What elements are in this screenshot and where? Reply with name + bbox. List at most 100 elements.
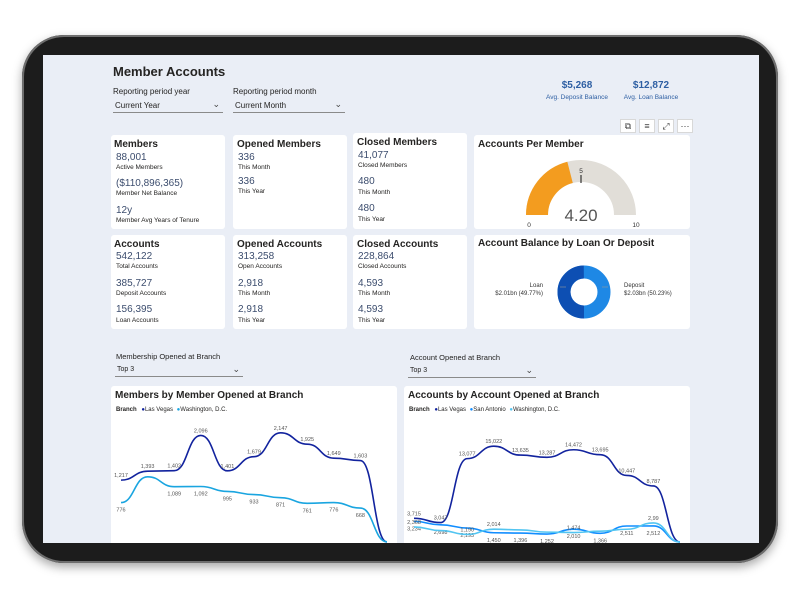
data-label: 13,287 bbox=[539, 450, 556, 456]
data-label: 8,787 bbox=[647, 479, 661, 485]
closed-accounts-value: 228,864 bbox=[358, 251, 395, 262]
data-label: 1,649 bbox=[327, 451, 341, 457]
opened-members-year-label: This Year bbox=[238, 188, 266, 195]
accounts-line-chart: 3,715 3,047 13,077 15,022 13,635 13,287 14,472… bbox=[407, 439, 681, 543]
legend-item: Washington, D.C. bbox=[180, 407, 228, 413]
legend-dot-icon: ● bbox=[434, 407, 438, 413]
data-label: 14,472 bbox=[565, 443, 582, 449]
closed-members-card: Closed Members 41,077 Closed Members 480… bbox=[353, 133, 467, 229]
filter-month-dropdown[interactable]: Current Month ⌄ bbox=[233, 99, 345, 113]
account-branch-slicer-label: Account Opened at Branch bbox=[410, 353, 501, 362]
report-canvas: Member Accounts ··· Reporting period yea… bbox=[43, 55, 759, 543]
filter-month-value: Current Month bbox=[235, 101, 287, 110]
data-label: 933 bbox=[249, 500, 258, 506]
deposit-accounts-value: 385,727 bbox=[116, 278, 153, 289]
filter-icon[interactable]: ≡ bbox=[639, 119, 655, 133]
card-title: Opened Members bbox=[237, 139, 321, 150]
closed-accounts-label: Closed Accounts bbox=[358, 263, 407, 270]
filter-year-dropdown[interactable]: Current Year ⌄ bbox=[113, 99, 223, 113]
data-label: 1,217 bbox=[114, 473, 128, 479]
deposit-accounts-label: Deposit Accounts bbox=[116, 290, 167, 297]
data-label: 3,234 bbox=[407, 526, 421, 532]
legend-item: Las Vegas bbox=[437, 407, 466, 413]
kpi-avg-deposit: $5,268 Avg. Deposit Balance bbox=[541, 80, 613, 101]
data-label: 2,698 bbox=[434, 530, 448, 536]
account-branch-slicer-value: Top 3 bbox=[410, 367, 428, 374]
data-label: 13,635 bbox=[512, 448, 529, 454]
account-branch-slicer[interactable]: Top 3 ⌄ bbox=[408, 365, 536, 378]
expand-icon[interactable]: ⤢ bbox=[658, 119, 674, 133]
member-branch-slicer-label: Membership Opened at Branch bbox=[116, 352, 221, 361]
data-label: 2,014 bbox=[487, 522, 501, 528]
chart-legend: Branch ●Las Vegas ●San Antonio ●Washingt… bbox=[409, 407, 560, 413]
balance-by-type-card: Account Balance by Loan Or Deposit Loan … bbox=[474, 235, 690, 329]
data-label: 3,047 bbox=[434, 516, 448, 522]
data-label: 2,010 bbox=[567, 534, 581, 540]
loan-accounts-value: 156,395 bbox=[116, 304, 153, 315]
chevron-down-icon: ⌄ bbox=[212, 99, 220, 109]
member-branch-slicer-value: Top 3 bbox=[117, 366, 135, 373]
member-branch-slicer[interactable]: Top 3 ⌄ bbox=[115, 364, 243, 377]
data-label: 776 bbox=[116, 508, 125, 514]
kpi-avg-deposit-value: $5,268 bbox=[561, 80, 593, 91]
data-label: 1,190 bbox=[460, 527, 474, 533]
closed-accounts-month-label: This Month bbox=[358, 290, 391, 297]
data-label: 1,603 bbox=[354, 454, 368, 460]
title-more-icon[interactable]: ··· bbox=[211, 69, 220, 79]
more-icon[interactable]: ⋯ bbox=[677, 119, 693, 133]
donut-loan-slice bbox=[557, 265, 611, 319]
tenure-label: Member Avg Years of Tenure bbox=[116, 217, 200, 224]
accounts-card: Accounts 542,122 Total Accounts 385,727 … bbox=[111, 235, 225, 329]
legend-item: Washington, D.C. bbox=[512, 407, 560, 413]
data-label: 3,715 bbox=[407, 511, 421, 517]
net-balance-value: ($110,896,365) bbox=[116, 178, 184, 189]
gauge-target-label: 5 bbox=[579, 168, 583, 175]
kpi-avg-loan-label: Avg. Loan Balance bbox=[623, 94, 679, 101]
legend-item: Las Vegas bbox=[144, 407, 173, 413]
data-label: 1,401 bbox=[221, 464, 235, 470]
chevron-down-icon: ⌄ bbox=[334, 99, 342, 109]
legend-title: Branch bbox=[116, 407, 137, 413]
copy-icon[interactable]: ⧉ bbox=[620, 119, 636, 133]
gauge-max-label: 10 bbox=[632, 222, 640, 229]
closed-accounts-year-value: 4,593 bbox=[358, 304, 384, 315]
data-label: 13,077 bbox=[459, 452, 476, 458]
kpi-avg-loan-value: $12,872 bbox=[632, 80, 670, 91]
total-accounts-value: 542,122 bbox=[116, 251, 153, 262]
tenure-value: 12y bbox=[116, 205, 133, 216]
card-title: Account Balance by Loan Or Deposit bbox=[478, 238, 655, 249]
chart-title: Accounts by Account Opened at Branch bbox=[408, 390, 600, 401]
members-line-chart: 1,217 1,393 1,402 2,096 1,401 1,679 2,147 1,925… bbox=[114, 426, 388, 543]
accounts-per-member-card: Accounts Per Member 5 4.20 0 10 bbox=[474, 135, 690, 229]
opened-members-year-value: 336 bbox=[238, 176, 255, 187]
data-label: 761 bbox=[303, 508, 312, 514]
legend-dot-icon: ● bbox=[469, 407, 474, 413]
data-label: 1,402 bbox=[167, 464, 181, 470]
kpi-avg-deposit-label: Avg. Deposit Balance bbox=[545, 94, 609, 101]
deposit-label: Deposit bbox=[624, 283, 645, 289]
filter-year-value: Current Year bbox=[115, 101, 160, 110]
data-label: 2,99 bbox=[648, 516, 659, 522]
data-label: 1,474 bbox=[567, 526, 581, 532]
loan-accounts-label: Loan Accounts bbox=[116, 317, 159, 324]
data-label: 668 bbox=[356, 513, 365, 519]
chevron-down-icon: ⌄ bbox=[525, 365, 533, 375]
series-line bbox=[413, 445, 681, 543]
data-label: 1,925 bbox=[300, 437, 314, 443]
legend-dot-icon: ● bbox=[176, 407, 181, 413]
data-label: 2,511 bbox=[620, 531, 633, 537]
closed-accounts-year-label: This Year bbox=[358, 317, 386, 324]
data-label: 2,147 bbox=[274, 426, 288, 432]
opened-accounts-year-value: 2,918 bbox=[238, 304, 264, 315]
card-title: Closed Members bbox=[357, 137, 438, 148]
closed-members-year-value: 480 bbox=[358, 203, 375, 214]
closed-members-label: Closed Members bbox=[358, 162, 408, 169]
data-label: 1,089 bbox=[167, 492, 181, 498]
series-line bbox=[413, 522, 681, 543]
closed-members-month-value: 480 bbox=[358, 176, 375, 187]
kpi-avg-loan: $12,872 Avg. Loan Balance bbox=[619, 80, 683, 101]
data-label: 995 bbox=[223, 496, 232, 502]
data-label: 1,450 bbox=[487, 538, 501, 543]
card-title: Accounts Per Member bbox=[478, 139, 584, 150]
opened-members-card: Opened Members 336 This Month 336 This Y… bbox=[233, 135, 347, 229]
